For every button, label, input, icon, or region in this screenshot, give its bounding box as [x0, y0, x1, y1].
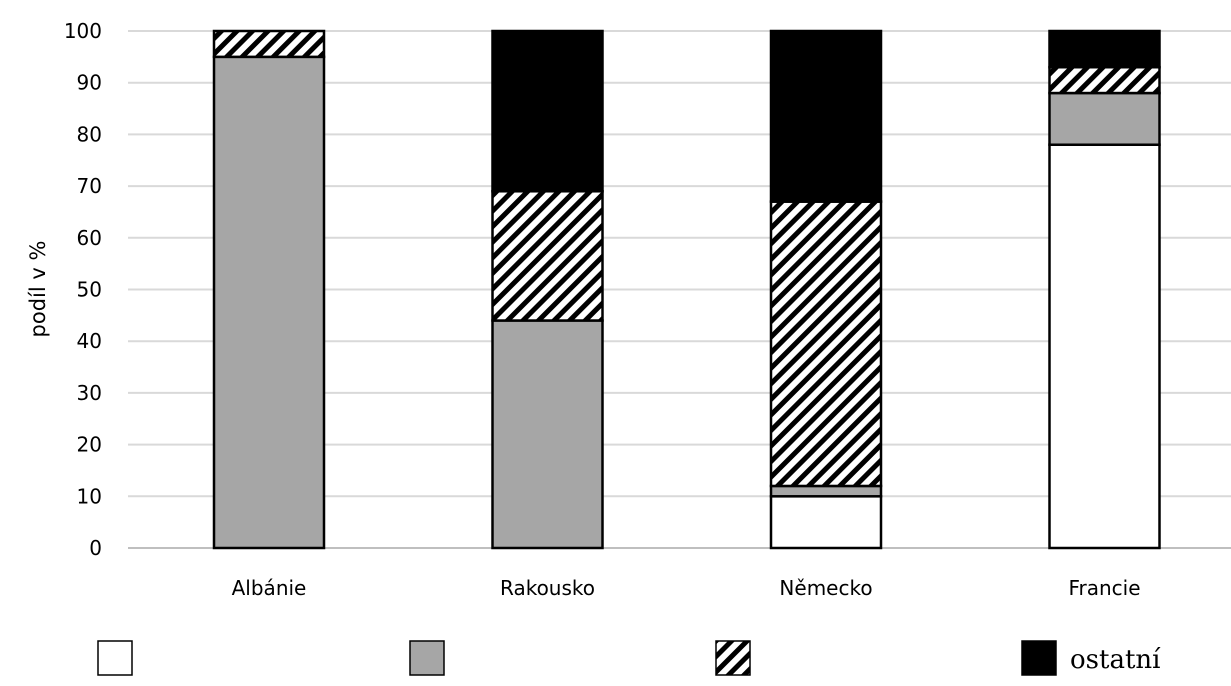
bar-segment — [769, 495, 883, 550]
legend-swatch — [715, 640, 751, 676]
bar-segment — [1048, 91, 1161, 146]
x-tick-label: Německo — [779, 576, 872, 600]
legend-item — [715, 640, 751, 676]
legend-label: ostatní — [1070, 645, 1161, 675]
legend-swatch — [1021, 640, 1057, 676]
x-tick-label: Rakousko — [500, 576, 595, 600]
bar-segment — [491, 319, 604, 550]
y-tick-label: 0 — [89, 536, 102, 560]
legend: ostatní — [97, 640, 1161, 676]
y-tick-label: 90 — [77, 71, 102, 95]
y-tick-label: 80 — [77, 122, 102, 146]
y-tick-label: 30 — [77, 381, 102, 405]
bar-segment — [491, 190, 604, 322]
y-tick-label: 20 — [77, 433, 102, 457]
x-tick-label: Francie — [1068, 576, 1140, 600]
bar-segment — [212, 29, 326, 59]
bar-segment — [1048, 65, 1161, 95]
bars — [212, 29, 1161, 550]
bar-segment — [212, 55, 326, 550]
y-axis-title: podíl v % — [26, 241, 50, 338]
bar-segment — [769, 484, 883, 498]
y-tick-labels: 0 10 20 30 40 50 60 70 80 90 100 — [64, 19, 102, 560]
bar-segment — [1048, 143, 1161, 550]
y-tick-label: 50 — [77, 278, 102, 302]
y-tick-label: 60 — [77, 226, 102, 250]
bar-segment — [769, 200, 883, 488]
bar-segment — [769, 29, 883, 203]
legend-swatch — [97, 640, 133, 676]
y-tick-label: 40 — [77, 329, 102, 353]
legend-item — [97, 640, 133, 676]
bar-segment — [491, 29, 604, 193]
x-tick-label: Albánie — [232, 576, 307, 600]
bar-segment — [1048, 29, 1161, 69]
y-tick-label: 70 — [77, 174, 102, 198]
legend-item — [409, 640, 445, 676]
legend-item: ostatní — [1021, 640, 1161, 676]
y-tick-label: 100 — [64, 19, 102, 43]
x-tick-labels: Albánie Rakousko Německo Francie — [232, 576, 1141, 600]
y-tick-label: 10 — [77, 484, 102, 508]
legend-swatch — [409, 640, 445, 676]
